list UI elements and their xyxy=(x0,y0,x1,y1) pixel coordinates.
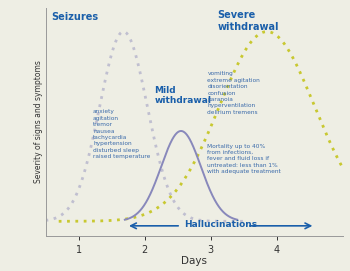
Y-axis label: Severity of signs and symptoms: Severity of signs and symptoms xyxy=(34,60,43,183)
Text: Mortality up to 40%
from infections,
fever and fluid loss if
untreated: less tha: Mortality up to 40% from infections, fev… xyxy=(208,144,281,174)
Text: Hallucinations: Hallucinations xyxy=(184,220,257,230)
Text: Seizures: Seizures xyxy=(51,12,98,22)
Text: Severe
withdrawal: Severe withdrawal xyxy=(217,10,279,31)
Text: anxiety
agitation
tremor
nausea
tachycardia
hypertension
disturbed sleep
raised : anxiety agitation tremor nausea tachycar… xyxy=(93,109,150,159)
X-axis label: Days: Days xyxy=(181,256,207,266)
Text: Mild
withdrawal: Mild withdrawal xyxy=(155,86,212,105)
Text: vomiting
extreme agitation
disorientation
confusion
paranoia
hyperventilation
de: vomiting extreme agitation disorientatio… xyxy=(208,71,260,115)
